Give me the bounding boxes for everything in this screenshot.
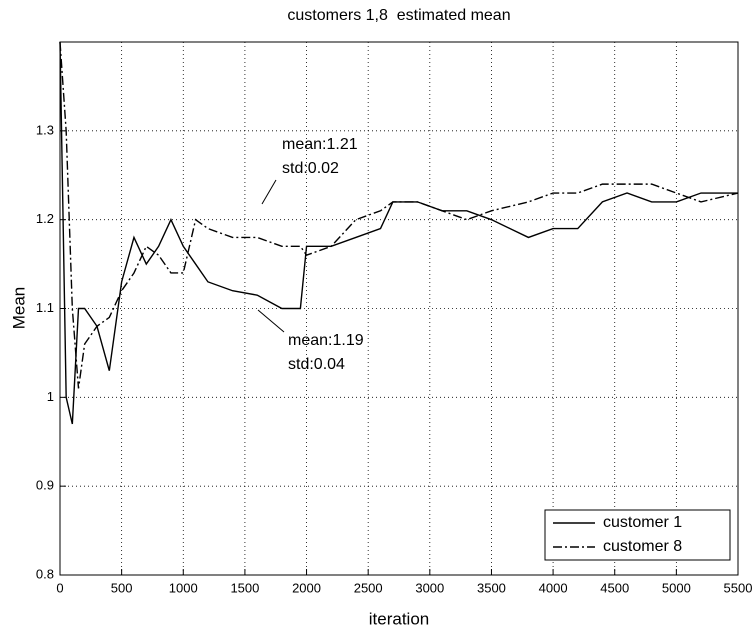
x-tick-label: 2000 (292, 580, 321, 595)
legend-label: customer 8 (603, 538, 682, 555)
data-line (59, 41, 739, 389)
x-tick-label: 3500 (477, 580, 506, 595)
x-tick-label: 1500 (230, 580, 259, 595)
annotation-text: std:0.02 (282, 160, 339, 177)
y-tick-label: 0.9 (36, 478, 54, 493)
annotation-text: mean:1.19 (288, 332, 364, 349)
annotation-text: std:0.04 (288, 356, 345, 373)
x-tick-label: 5500 (724, 580, 753, 595)
annotation-pointer (257, 309, 285, 333)
x-tick-label: 3000 (415, 580, 444, 595)
y-axis-label: Mean (9, 287, 28, 330)
x-tick-label: 4500 (600, 580, 629, 595)
y-tick-label: 1.2 (36, 211, 54, 226)
data-line (59, 41, 738, 425)
y-tick-label: 1.3 (36, 122, 54, 137)
legend-box (544, 509, 731, 561)
y-tick-label: 1 (47, 389, 54, 404)
annotation-text: mean:1.21 (282, 136, 358, 153)
x-tick-label: 2500 (354, 580, 383, 595)
x-tick-label: 4000 (539, 580, 568, 595)
x-tick-label: 1000 (169, 580, 198, 595)
plot-frame (59, 41, 739, 576)
annotation-pointer (261, 179, 277, 205)
y-tick-label: 0.8 (36, 566, 54, 581)
x-axis-label: iteration (369, 609, 429, 628)
x-tick-label: 500 (111, 580, 133, 595)
chart-title: customers 1,8 estimated mean (287, 7, 510, 24)
y-tick-label: 1.1 (36, 300, 54, 315)
legend-label: customer 1 (603, 514, 682, 531)
x-tick-label: 0 (56, 580, 63, 595)
x-tick-label: 5000 (662, 580, 691, 595)
